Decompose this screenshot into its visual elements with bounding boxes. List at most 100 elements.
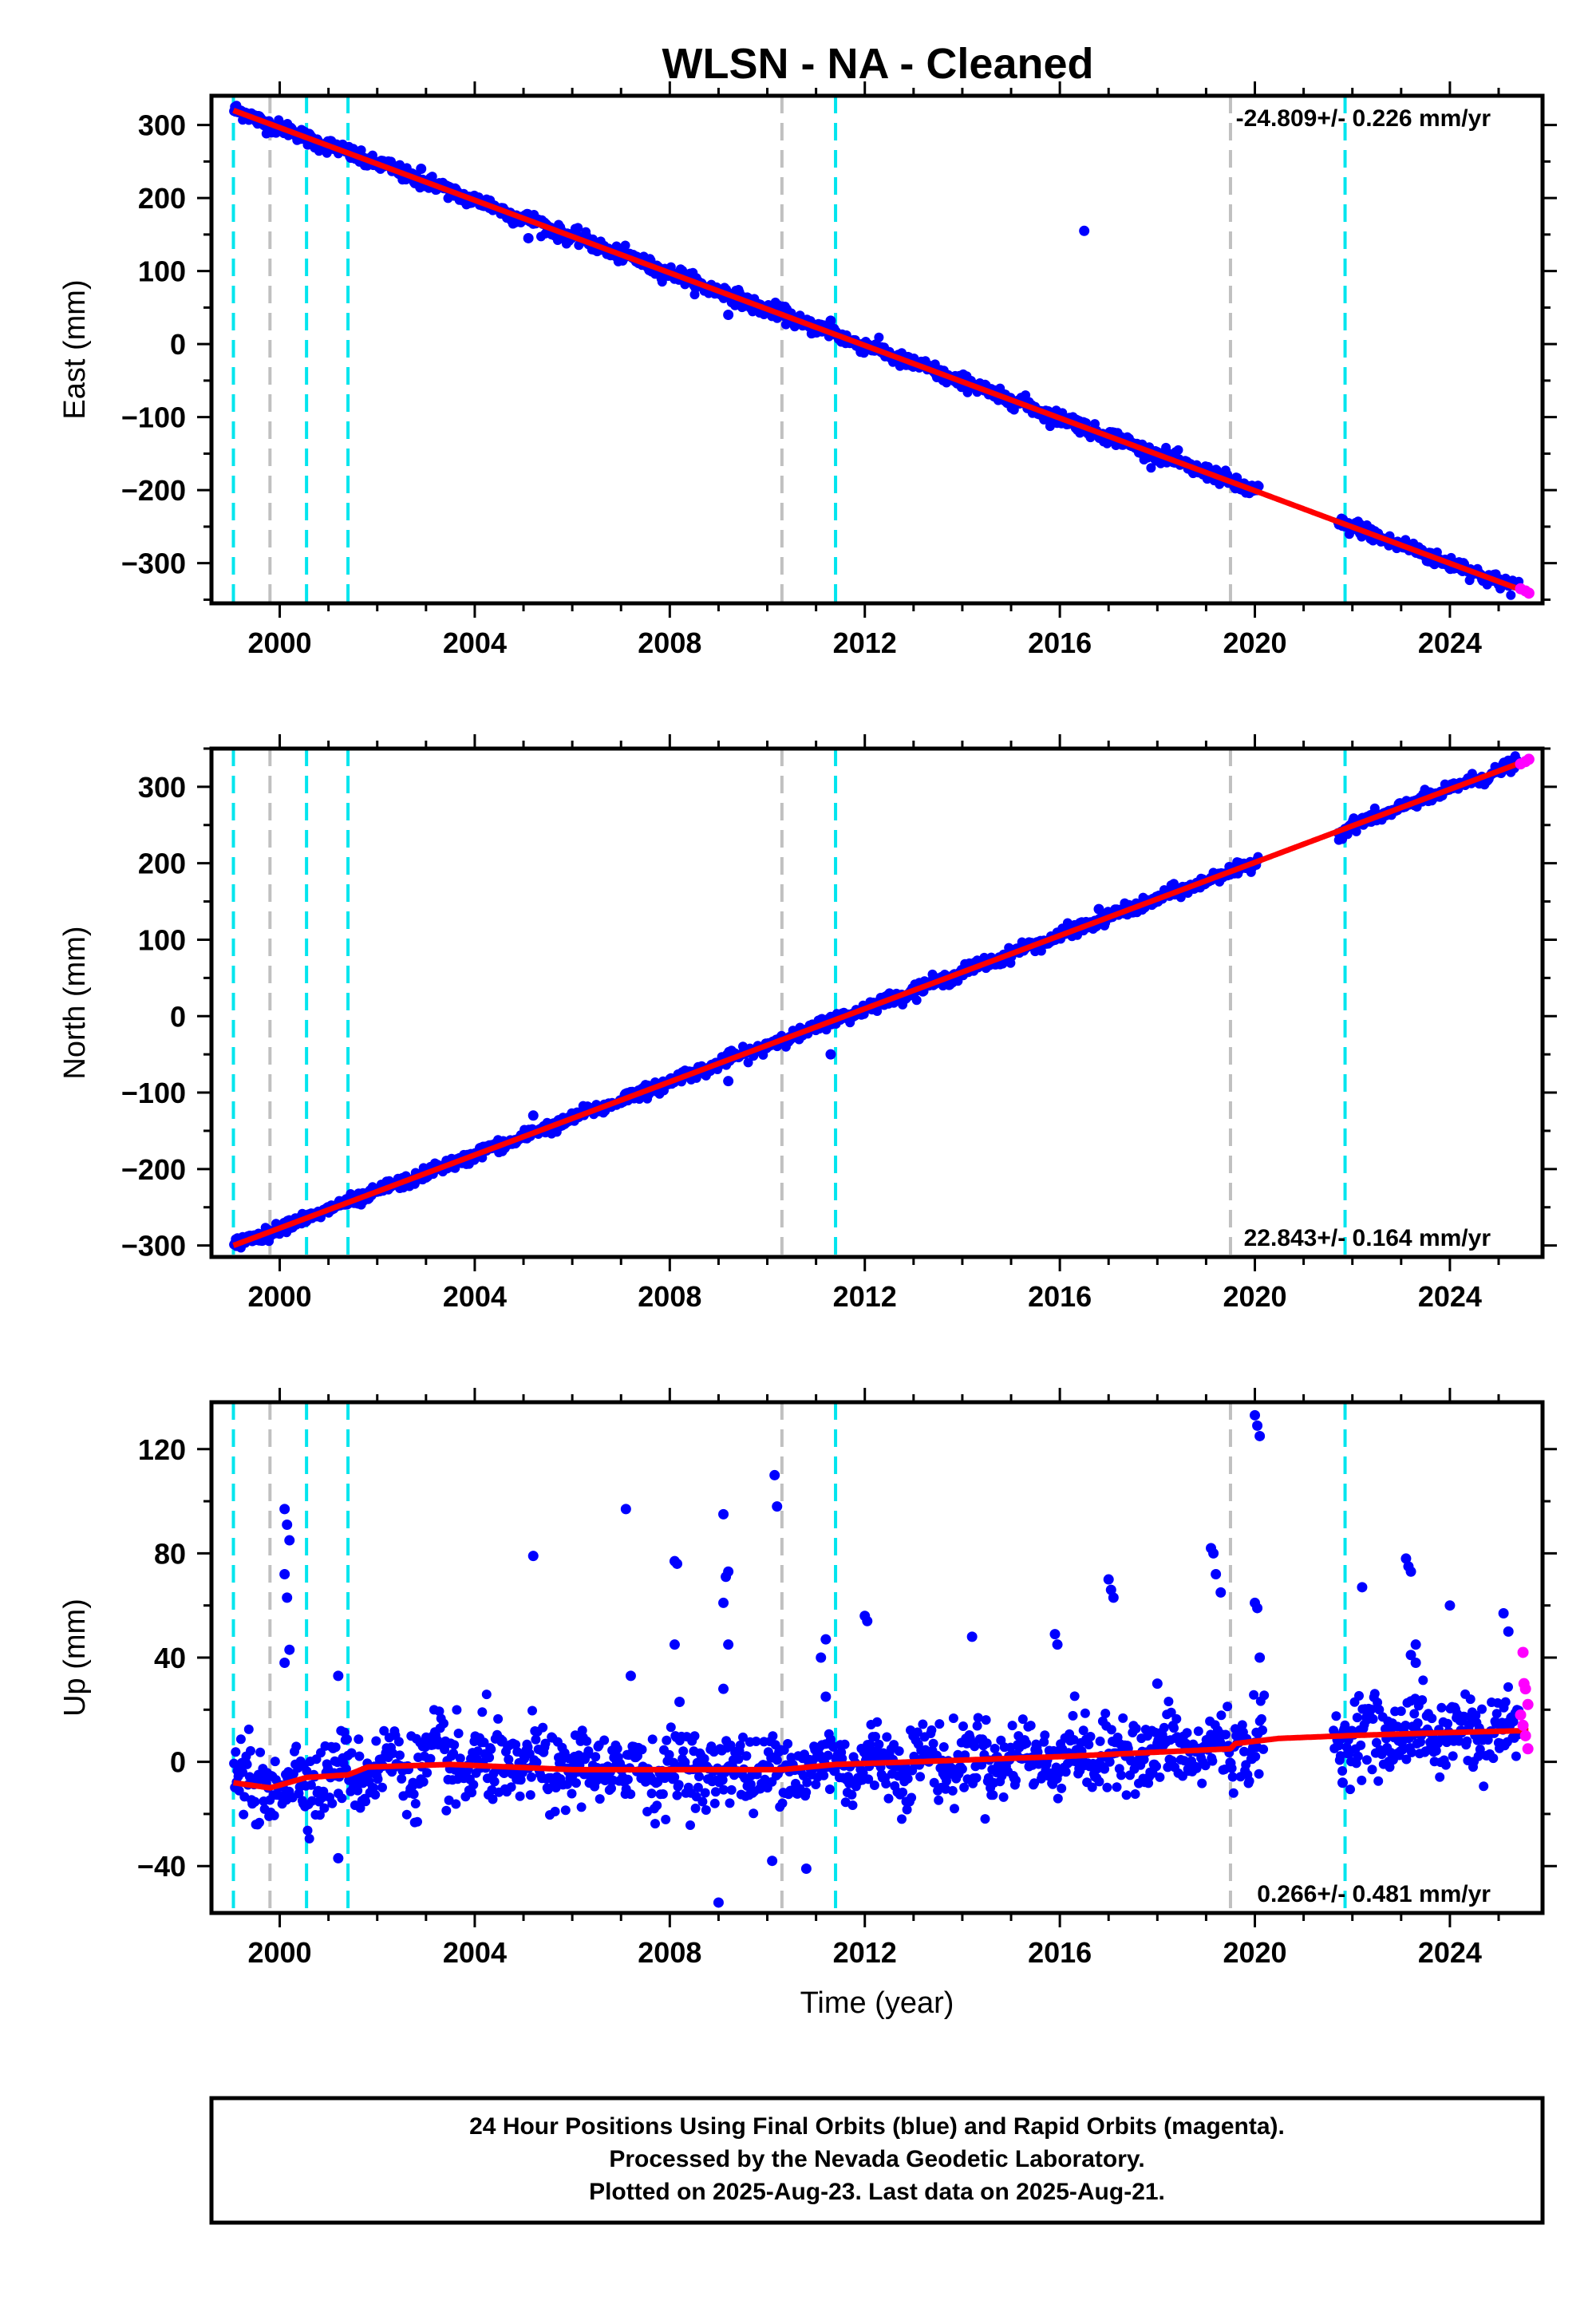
up-point-253	[451, 1799, 461, 1809]
up-rapid-point-4	[1515, 1709, 1527, 1721]
up-point-340	[527, 1705, 537, 1716]
up-point-1346	[1479, 1781, 1489, 1792]
up-ytick-label-40: 40	[154, 1642, 186, 1674]
up-outlier-54	[1410, 1639, 1421, 1650]
up-point-366	[550, 1806, 560, 1816]
up-point-492	[661, 1814, 671, 1824]
up-final-orbit-points	[229, 1409, 1524, 1908]
north-panel: 2000 2004 2008 2012 2016 2020 2024−300−200−100…	[58, 734, 1557, 1313]
up-point-301	[493, 1713, 504, 1724]
up-point-84	[302, 1825, 313, 1836]
up-point-417	[595, 1794, 605, 1804]
up-point-1074	[1171, 1713, 1182, 1724]
east-plot-area	[229, 96, 1535, 603]
up-point-768	[903, 1773, 913, 1784]
up-outlier-11	[625, 1670, 636, 1682]
up-point-288	[481, 1690, 492, 1700]
up-outlier-3	[279, 1569, 290, 1580]
up-point-804	[934, 1719, 945, 1729]
east-rapid-orbit-points	[1515, 583, 1535, 599]
up-point-477	[647, 1734, 658, 1745]
east-point-145	[356, 145, 366, 156]
up-point-297	[489, 1777, 500, 1787]
up-point-1164	[1250, 1752, 1261, 1761]
east-xtick-label-2004: 2004	[443, 626, 507, 659]
up-point-782	[915, 1772, 926, 1782]
up-point-672	[819, 1770, 829, 1780]
up-point-1357	[1488, 1753, 1499, 1764]
up-point-326	[515, 1791, 525, 1801]
up-point-430	[606, 1783, 616, 1793]
up-point-730	[869, 1780, 879, 1790]
up-outlier-58	[1498, 1607, 1509, 1618]
north-xtick-label-2020: 2020	[1223, 1280, 1286, 1313]
east-point-392	[573, 223, 583, 233]
up-point-761	[897, 1814, 907, 1824]
up-point-696	[839, 1739, 850, 1749]
up-outlier-31	[862, 1615, 873, 1626]
up-point-1139	[1228, 1788, 1238, 1798]
up-rapid-point-6	[1519, 1729, 1531, 1741]
up-outlier-6	[279, 1658, 290, 1669]
east-ytick-label--100: −100	[121, 401, 186, 434]
up-point-652	[801, 1787, 812, 1797]
up-point-887	[1007, 1721, 1017, 1731]
east-outlier-5	[1079, 225, 1090, 236]
up-ytick-label-120: 120	[138, 1433, 186, 1466]
up-point-402	[582, 1736, 592, 1746]
up-point-169	[377, 1782, 387, 1792]
up-point-857	[981, 1715, 991, 1725]
up-point-1383	[1511, 1751, 1521, 1761]
up-point-489	[658, 1789, 668, 1799]
up-point-482	[652, 1800, 662, 1811]
up-rapid-point-5	[1517, 1719, 1529, 1731]
up-point-396	[576, 1802, 587, 1812]
up-point-112	[327, 1798, 338, 1808]
up-outlier-16	[718, 1508, 729, 1520]
up-xtick-label-2020: 2020	[1223, 1936, 1286, 1969]
up-point-948	[1061, 1767, 1071, 1777]
up-point-1344	[1477, 1704, 1487, 1714]
north-ytick-label--300: −300	[121, 1230, 186, 1263]
up-point-795	[926, 1725, 937, 1735]
up-outlier-14	[669, 1639, 680, 1650]
up-ytick-label--40: −40	[137, 1850, 186, 1883]
up-point-1055	[1155, 1772, 1165, 1782]
up-point-339	[526, 1772, 536, 1782]
up-point-123	[337, 1793, 347, 1804]
up-point-1194	[1345, 1784, 1355, 1795]
up-point-830	[957, 1764, 967, 1774]
up-point-1060	[1159, 1722, 1169, 1733]
up-point-908	[1025, 1721, 1036, 1731]
up-outlier-27	[816, 1652, 827, 1663]
up-point-1011	[1116, 1770, 1126, 1780]
up-outlier-35	[1103, 1574, 1114, 1585]
east-outlier-3	[723, 310, 734, 321]
east-outlier-2	[523, 232, 534, 243]
up-point-520	[685, 1820, 695, 1830]
up-point-1185	[1337, 1766, 1348, 1776]
up-outlier-20	[723, 1639, 734, 1650]
north-ylabel: North (mm)	[58, 926, 92, 1079]
up-point-744	[882, 1732, 892, 1742]
up-point-1178	[1331, 1711, 1341, 1721]
up-outlier-26	[820, 1634, 832, 1645]
up-point-746	[883, 1793, 894, 1804]
up-outlier-21	[718, 1683, 729, 1694]
north-xtick-label-2016: 2016	[1028, 1280, 1092, 1313]
up-outlier-53	[1405, 1566, 1416, 1577]
up-outlier-8	[333, 1852, 344, 1863]
up-point-1226	[1373, 1776, 1384, 1786]
up-outlier-38	[1152, 1678, 1163, 1690]
up-point-1303	[1440, 1760, 1451, 1770]
east-xtick-label-2000: 2000	[247, 626, 311, 659]
east-outlier-4	[825, 315, 836, 326]
up-point-958	[1069, 1691, 1080, 1701]
east-rate-label: -24.809+/- 0.226 mm/yr	[1236, 105, 1491, 132]
up-point-1271	[1412, 1718, 1423, 1728]
up-point-17	[243, 1724, 254, 1734]
up-point-390	[571, 1778, 581, 1788]
up-xlabel: Time (year)	[800, 1986, 954, 2020]
up-point-142	[354, 1734, 364, 1745]
